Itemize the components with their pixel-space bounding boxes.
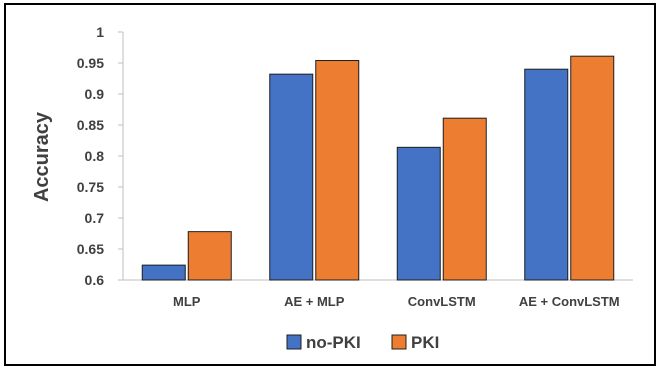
y-tick-label: 0.6 — [85, 272, 105, 288]
y-axis-title: Accuracy — [31, 111, 53, 202]
bar-pki-3 — [442, 117, 487, 281]
bar-no-pki-2 — [269, 73, 314, 281]
bar-pki-4 — [570, 55, 615, 281]
y-tick-label: 0.85 — [77, 117, 104, 133]
legend-swatch-no-pki — [286, 334, 302, 350]
y-tick-label: 0.9 — [85, 86, 105, 102]
y-tick-label: 1 — [96, 24, 104, 40]
y-tick-label: 0.65 — [77, 241, 104, 257]
bars — [141, 55, 615, 281]
bar-no-pki-4 — [524, 68, 569, 281]
x-category-label: AE + MLP — [284, 294, 345, 309]
bar-pki-1 — [187, 231, 232, 281]
x-category-label: AE + ConvLSTM — [519, 294, 620, 309]
y-tick-label: 0.95 — [77, 55, 104, 71]
legend-label-no-pki: no-PKI — [306, 333, 361, 352]
bar-pki-2 — [315, 60, 360, 281]
legend-swatch-pki — [391, 334, 407, 350]
legend-label-pki: PKI — [411, 333, 439, 352]
y-tick-labels: 0.6 0.65 0.7 0.75 0.8 0.85 0.9 0.95 1 — [77, 24, 104, 288]
y-tick-label: 0.7 — [85, 210, 105, 226]
x-category-labels: MLP AE + MLP ConvLSTM AE + ConvLSTM — [173, 294, 620, 309]
y-axis-title-group: Accuracy — [31, 111, 53, 202]
x-category-label: ConvLSTM — [408, 294, 476, 309]
y-tick-label: 0.8 — [85, 148, 105, 164]
legend: no-PKI PKI — [286, 333, 439, 352]
y-tick-label: 0.75 — [77, 179, 104, 195]
bar-no-pki-3 — [396, 146, 441, 281]
x-category-label: MLP — [173, 294, 201, 309]
bar-no-pki-1 — [141, 264, 186, 281]
